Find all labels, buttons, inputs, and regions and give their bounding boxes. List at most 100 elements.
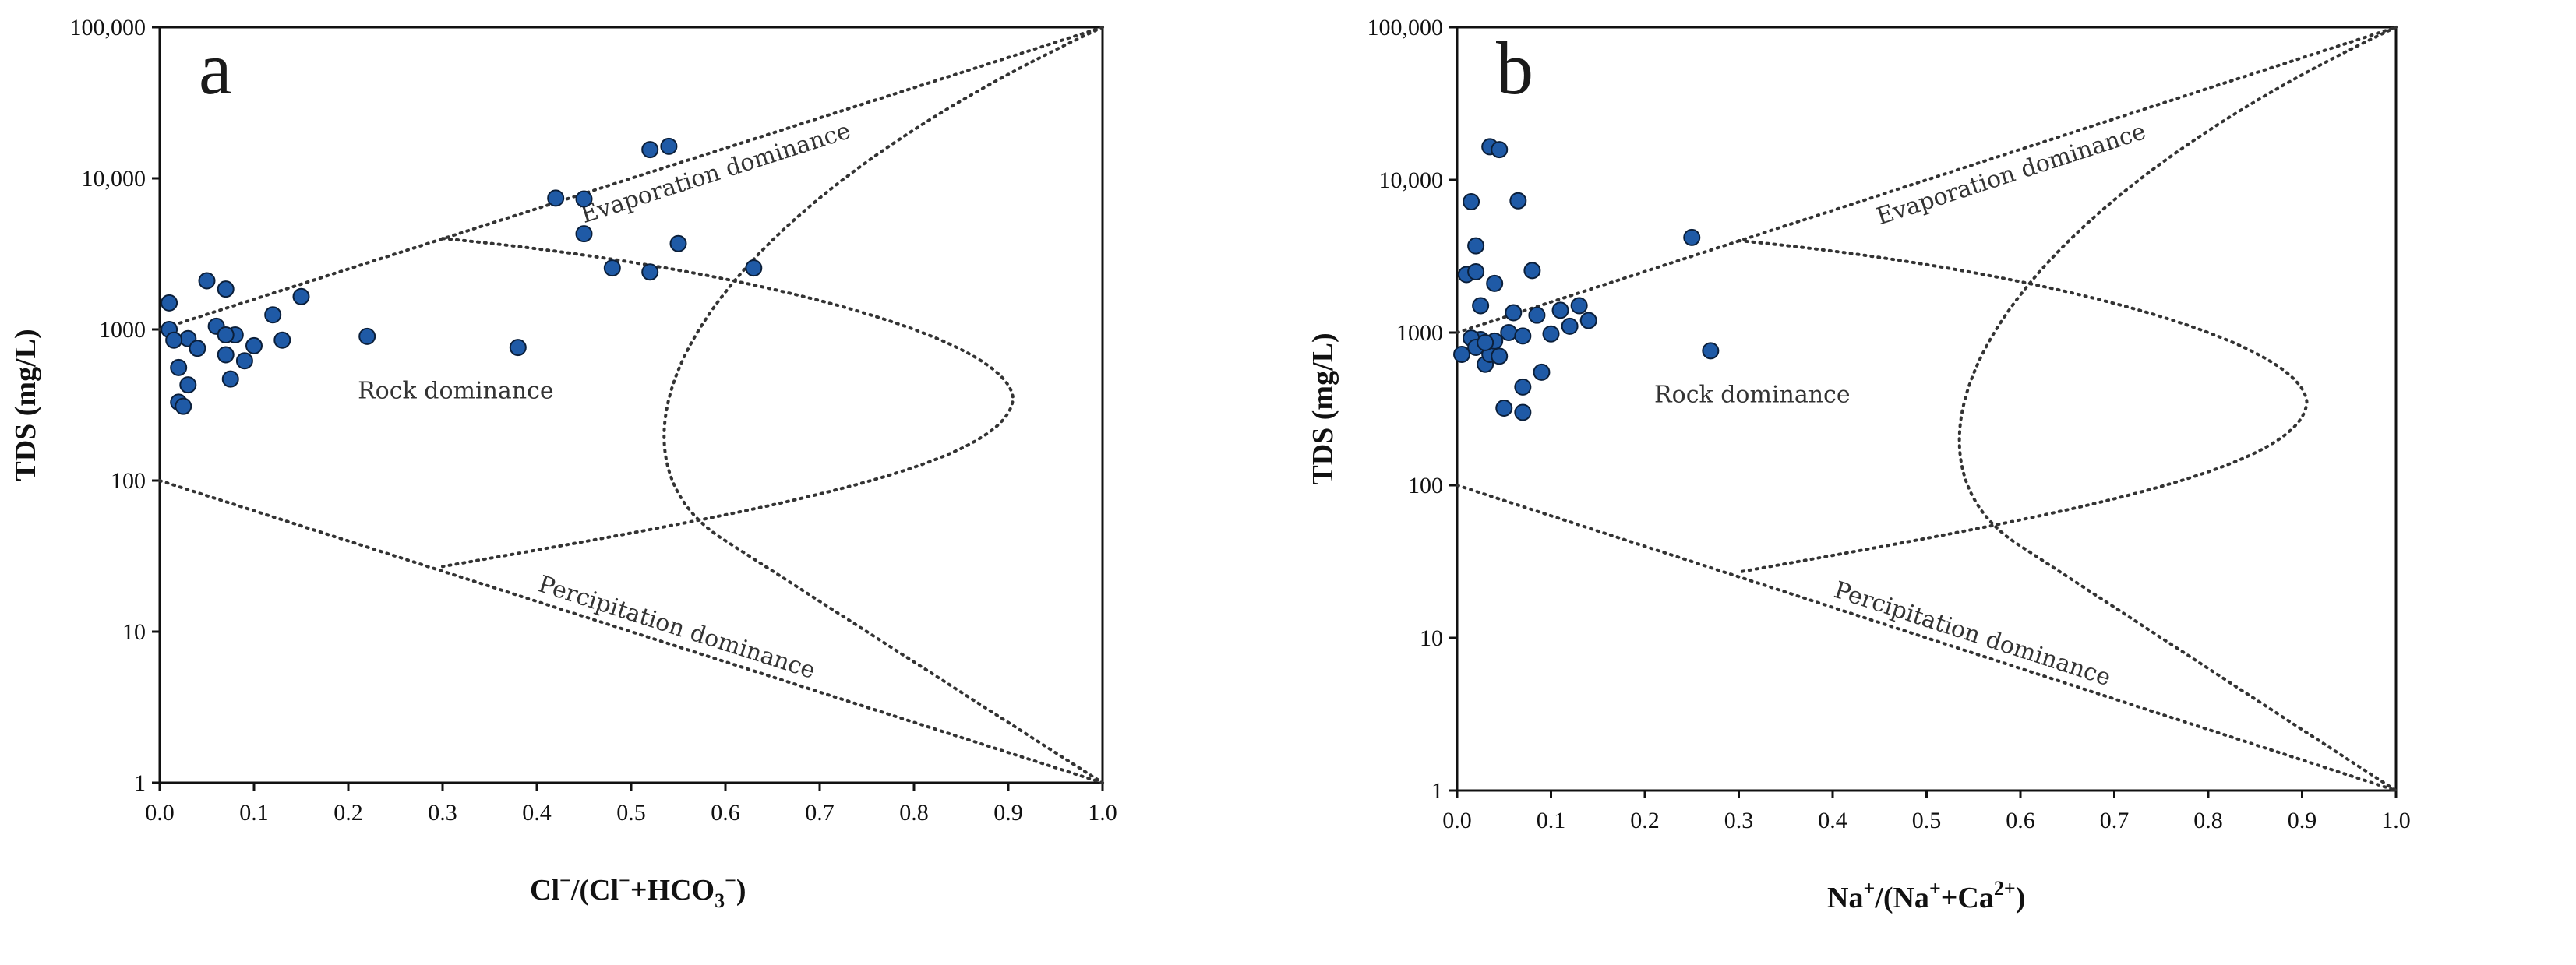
y-axis-label: TDS (mg/L) [9,329,42,481]
rock-dominance-boundary [441,237,1015,569]
y-tick-label: 100 [1408,473,1443,498]
y-tick-label: 10 [1420,625,1443,651]
x-axis-label: Cl−/(Cl−+HCO3−) [530,869,746,912]
x-label-part: ) [2016,882,2026,914]
data-point [1579,312,1597,329]
data-point [1542,325,1560,343]
data-point [198,272,216,290]
data-point [1514,378,1532,396]
data-point [292,287,310,305]
data-point [1514,403,1532,421]
data-point [1514,327,1532,345]
x-label-part: +HCO [630,874,715,907]
x-label-part: ) [736,874,746,907]
x-label-sup: + [1863,877,1875,900]
x-tick-label: 0.5 [616,800,646,826]
y-tick-label: 1000 [99,317,146,343]
region-label-rock: Rock dominance [358,377,554,404]
data-point [669,234,687,252]
x-axis-label: Na+/(Na++Ca2+) [1827,877,2025,914]
x-tick-label: 0.9 [993,800,1023,826]
x-label-sup: − [725,869,736,892]
x-tick-label: 0.8 [899,800,929,826]
data-point [1491,141,1509,159]
x-tick-label: 0.2 [1630,808,1660,833]
data-point [189,340,206,357]
data-point [217,326,235,344]
data-point [1523,262,1541,280]
data-point [1505,304,1523,322]
y-tick-label: 1 [1431,778,1443,804]
x-tick-label: 0.1 [239,800,269,826]
outer-boundary [1957,26,2398,792]
data-point [745,259,763,277]
x-tick-label: 0.6 [711,800,740,826]
data-point [509,339,527,357]
data-point [547,189,565,207]
x-label-sub: 3 [715,889,725,912]
data-point [1533,363,1551,381]
y-tick-label: 1 [134,770,146,796]
x-tick-label: 0.9 [2288,808,2317,833]
data-points [1453,138,1720,421]
x-tick-label: 0.3 [428,800,457,826]
x-tick-label: 0.0 [1442,808,1472,833]
y-tick-label: 100,000 [1367,15,1444,41]
y-tick-label: 100 [111,468,146,494]
data-point [1500,324,1518,341]
x-tick-label: 0.1 [1537,808,1566,833]
panel-letter: a [199,26,232,110]
y-tick-label: 10,000 [1379,167,1444,193]
x-tick-label: 0.4 [1818,808,1847,833]
region-label-precipitation: Percipitation dominance [535,570,819,685]
x-label-sup: − [619,869,630,892]
data-point [1491,347,1509,365]
rock-dominance-boundary [1737,238,2309,574]
x-label-part: Cl [530,874,559,907]
data-point [1528,306,1546,324]
data-point [161,294,178,312]
panel-b: 0.0 0.1 0.2 0.3 0.4 0.5 0.6 0.7 0.8 0.9 1.0 1 10 100 1… [1307,15,2411,914]
data-point [641,141,659,159]
plot-frame [1456,26,2398,792]
region-label-precipitation: Percipitation dominance [1831,576,2115,692]
data-point [170,358,188,376]
data-point [165,331,183,349]
y-tick-label: 10 [122,619,146,645]
panel-a: 0.0 0.1 0.2 0.3 0.4 0.5 0.6 0.7 0.8 0.9 1.0 1 10 100 1… [9,15,1117,912]
data-point [273,331,291,349]
precipitation-boundary [1456,484,2398,792]
x-tick-label: 0.6 [2006,808,2035,833]
data-point [175,397,192,415]
x-tick-label: 1.0 [2381,808,2411,833]
data-point [221,370,239,388]
plot-frame [158,26,1104,784]
y-axis-label: TDS (mg/L) [1307,333,1339,484]
x-tick-label: 0.5 [1912,808,1942,833]
data-point [1467,263,1485,281]
data-point [1702,342,1720,360]
x-label-sup: − [559,869,571,892]
x-label-part: +Ca [1941,882,1994,914]
x-label-part: Na [1827,882,1863,914]
x-tick-label: 0.3 [1724,808,1754,833]
data-points [161,137,763,415]
x-tick-label: 0.8 [2193,808,2223,833]
x-tick-label: 0.4 [522,800,552,826]
data-point [641,263,659,281]
data-point [1472,297,1490,315]
region-label-rock: Rock dominance [1654,381,1851,408]
region-label-evaporation: Evaporation dominance [577,117,854,229]
data-point [1486,274,1504,292]
data-point [1477,333,1494,351]
data-point [235,352,253,370]
y-tick-label: 1000 [1396,320,1443,346]
panel-letter: b [1496,26,1533,110]
x-tick-label: 0.0 [145,800,175,826]
data-point [264,306,282,324]
data-point [660,137,678,155]
data-point [179,376,197,394]
data-point [217,346,235,364]
x-label-sup: + [1929,877,1941,900]
